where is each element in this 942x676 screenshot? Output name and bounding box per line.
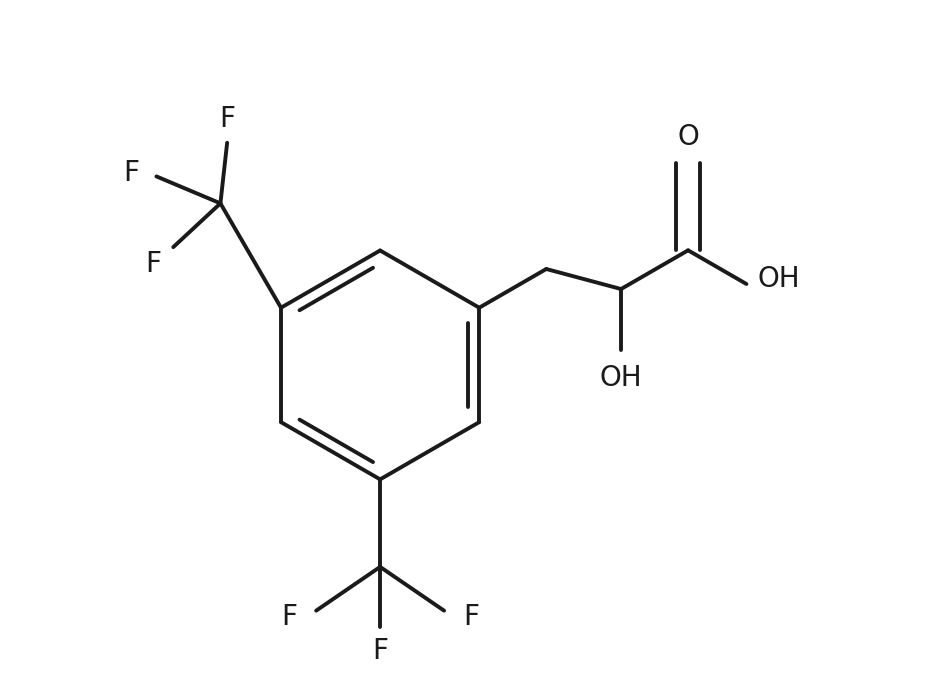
Text: F: F	[372, 637, 388, 665]
Text: F: F	[282, 604, 298, 631]
Text: F: F	[122, 159, 138, 187]
Text: OH: OH	[600, 364, 642, 392]
Text: F: F	[463, 604, 479, 631]
Text: F: F	[219, 105, 236, 133]
Text: F: F	[145, 250, 161, 278]
Text: O: O	[677, 123, 699, 151]
Text: OH: OH	[757, 264, 800, 293]
